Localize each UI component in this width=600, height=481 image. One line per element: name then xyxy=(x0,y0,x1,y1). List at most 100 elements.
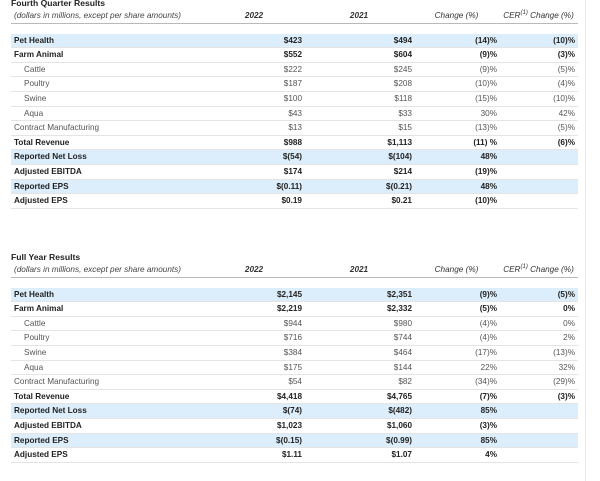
value-2022: $(54) xyxy=(204,149,304,165)
value-change: (9)% xyxy=(414,47,499,63)
quarter-body: Pet Health $423 $494 (14)% (10)% Farm Animal $… xyxy=(11,23,578,209)
row-label: Total Revenue xyxy=(11,389,204,405)
value-2021: $2,351 xyxy=(304,287,414,303)
value-2022: $384 xyxy=(204,345,304,361)
value-2022: $0.19 xyxy=(204,193,304,209)
table-row: Total Revenue $4,418 $4,765 (7)% (3)% xyxy=(11,389,578,405)
table-row: Reported EPS $(0.11) $(0.21) 48% xyxy=(11,179,578,195)
row-label: Adjusted EBITDA xyxy=(11,164,204,180)
value-cer-change: 2% xyxy=(499,330,578,346)
value-cer-change: (3)% xyxy=(499,389,578,405)
value-cer-change xyxy=(499,433,578,449)
col-cer-header: CER(1) Change (%) xyxy=(499,9,578,24)
value-cer-change: 42% xyxy=(499,106,578,122)
value-2021: $2,332 xyxy=(304,301,414,317)
value-change: (5)% xyxy=(414,301,499,317)
value-cer-change: (5)% xyxy=(499,120,578,136)
value-2021: $(104) xyxy=(304,149,414,165)
value-2022: $13 xyxy=(204,120,304,136)
value-2022: $175 xyxy=(204,360,304,376)
cer-prefix: CER xyxy=(503,11,521,20)
full-year-table: (dollars in millions, except per share a… xyxy=(11,263,578,463)
value-2021: $33 xyxy=(304,106,414,122)
value-2022: $174 xyxy=(204,164,304,180)
spacer-row xyxy=(11,277,578,288)
value-2022: $4,418 xyxy=(204,389,304,405)
value-change: (4)% xyxy=(414,316,499,332)
row-label: Reported EPS xyxy=(11,433,204,449)
table-row: Reported Net Loss $(74) $(482) 85% xyxy=(11,403,578,419)
col-2021-header: 2021 xyxy=(304,263,414,278)
value-2021: $0.21 xyxy=(304,193,414,209)
value-cer-change: (3)% xyxy=(499,47,578,63)
value-2022: $187 xyxy=(204,76,304,92)
row-label: Adjusted EPS xyxy=(11,193,204,209)
value-cer-change xyxy=(499,164,578,180)
row-label: Poultry xyxy=(11,330,204,346)
value-2022: $552 xyxy=(204,47,304,63)
value-2022: $2,219 xyxy=(204,301,304,317)
value-2021: $494 xyxy=(304,33,414,49)
spacer-row xyxy=(11,23,578,34)
subtitle-cell: (dollars in millions, except per share a… xyxy=(11,9,204,24)
value-change: (7)% xyxy=(414,389,499,405)
value-change: (17)% xyxy=(414,345,499,361)
table-row: Reported Net Loss $(54) $(104) 48% xyxy=(11,149,578,165)
row-label: Swine xyxy=(11,345,204,361)
cer-prefix: CER xyxy=(503,265,521,274)
table-row: Contract Manufacturing $54 $82 (34)% (29)% xyxy=(11,374,578,390)
row-label: Reported Net Loss xyxy=(11,403,204,419)
value-change: (34)% xyxy=(414,374,499,390)
value-change: 48% xyxy=(414,179,499,195)
row-label: Adjusted EPS xyxy=(11,447,204,463)
value-cer-change xyxy=(499,149,578,165)
col-2022-header: 2022 xyxy=(204,263,304,278)
row-label: Pet Health xyxy=(11,33,204,49)
value-2021: $82 xyxy=(304,374,414,390)
value-cer-change: (29)% xyxy=(499,374,578,390)
table-row: Adjusted EPS $1.11 $1.07 4% xyxy=(11,447,578,463)
value-2022: $1.11 xyxy=(204,447,304,463)
table-row: Pet Health $2,145 $2,351 (9)% (5)% xyxy=(11,287,578,303)
row-label: Aqua xyxy=(11,106,204,122)
value-change: (14)% xyxy=(414,33,499,49)
value-2021: $144 xyxy=(304,360,414,376)
table-header-row: (dollars in millions, except per share a… xyxy=(11,9,578,24)
value-change: 30% xyxy=(414,106,499,122)
value-change: (10)% xyxy=(414,76,499,92)
full-year-section: Full Year Results (dollars in millions, … xyxy=(11,251,578,463)
row-label: Farm Animal xyxy=(11,301,204,317)
table-row: Swine $100 $118 (15)% (10)% xyxy=(11,91,578,107)
value-cer-change: (6)% xyxy=(499,135,578,151)
value-2021: $15 xyxy=(304,120,414,136)
value-cer-change xyxy=(499,193,578,209)
row-label: Swine xyxy=(11,91,204,107)
value-change: (11) % xyxy=(414,135,499,151)
table-row: Cattle $944 $980 (4)% 0% xyxy=(11,316,578,332)
value-2021: $214 xyxy=(304,164,414,180)
value-2021: $1,113 xyxy=(304,135,414,151)
value-2021: $(482) xyxy=(304,403,414,419)
value-2021: $464 xyxy=(304,345,414,361)
value-change: 85% xyxy=(414,403,499,419)
value-2022: $944 xyxy=(204,316,304,332)
row-label: Poultry xyxy=(11,76,204,92)
value-change: (19)% xyxy=(414,164,499,180)
value-2022: $(0.11) xyxy=(204,179,304,195)
value-2022: $2,145 xyxy=(204,287,304,303)
value-cer-change xyxy=(499,418,578,434)
value-cer-change: 0% xyxy=(499,316,578,332)
section-title: Full Year Results xyxy=(11,252,81,262)
table-row: Aqua $175 $144 22% 32% xyxy=(11,360,578,376)
value-cer-change xyxy=(499,179,578,195)
row-label: Cattle xyxy=(11,62,204,78)
value-2021: $118 xyxy=(304,91,414,107)
table-row: Aqua $43 $33 30% 42% xyxy=(11,106,578,122)
value-2022: $423 xyxy=(204,33,304,49)
value-cer-change: (10)% xyxy=(499,33,578,49)
quarter-table: (dollars in millions, except per share a… xyxy=(11,9,578,209)
full-year-body: Pet Health $2,145 $2,351 (9)% (5)% Farm Anima… xyxy=(11,277,578,463)
value-2022: $(0.15) xyxy=(204,433,304,449)
row-label: Contract Manufacturing xyxy=(11,374,204,390)
